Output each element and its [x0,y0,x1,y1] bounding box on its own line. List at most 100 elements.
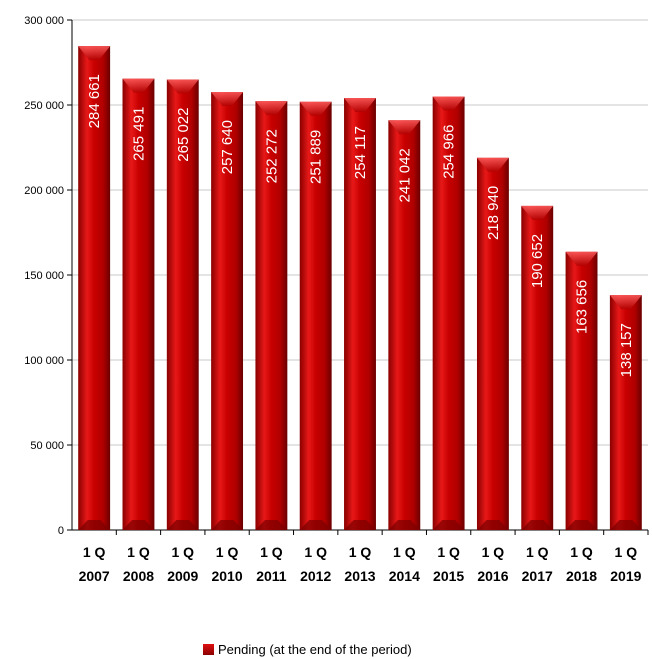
data-label: 251 889 [308,130,325,184]
y-tick-label: 300 000 [24,15,64,27]
bar-base [122,520,155,530]
bar-body [211,92,244,531]
bar [344,98,376,530]
x-tick-label-year: 2007 [79,568,110,584]
x-tick-label-quarter: 1 Q [393,544,416,560]
bar-cap [78,46,111,61]
x-tick-label-year: 2012 [300,568,331,584]
legend-swatch [203,644,214,655]
x-tick-label-year: 2008 [123,568,154,584]
bar-cap [255,101,288,116]
bar-cap [211,92,244,107]
bar-cap [344,98,376,113]
bar-base [565,520,598,530]
bar [255,101,288,530]
data-label: 254 966 [441,125,458,179]
y-tick-label: 200 000 [24,185,64,197]
x-tick-label-quarter: 1 Q [482,544,505,560]
bar-body [388,120,421,530]
x-tick-label-year: 2014 [389,568,420,584]
legend: Pending (at the end of the period) [203,642,412,657]
bar-base [609,520,642,530]
bar-base [388,520,421,530]
bar-body [166,79,199,531]
x-tick-label-quarter: 1 Q [260,544,283,560]
bar-body [122,78,155,531]
x-tick-label-year: 2013 [344,568,375,584]
bar-body [609,295,642,530]
bar-base [255,520,288,530]
x-tick-label-quarter: 1 Q [83,544,106,560]
data-label: 218 940 [485,186,502,240]
data-label: 190 652 [529,234,546,288]
x-tick-label-year: 2009 [167,568,198,584]
x-tick-label-year: 2010 [211,568,242,584]
bar [122,78,155,531]
bar-cap [122,78,155,93]
data-label: 265 491 [130,107,147,161]
legend-label: Pending (at the end of the period) [218,642,412,657]
bar [78,46,111,531]
bar-base [299,520,332,530]
x-tick-label-quarter: 1 Q [570,544,593,560]
x-tick-label-year: 2017 [522,568,553,584]
bar-body [255,101,288,530]
bar-cap [166,79,199,94]
bar [166,79,199,531]
data-label: 265 022 [175,107,192,161]
bar-cap [432,96,465,111]
x-tick-label-year: 2015 [433,568,464,584]
bar [476,157,509,530]
bar-base [78,520,111,530]
data-label: 163 656 [574,280,591,334]
y-tick-label: 50 000 [30,440,64,452]
bar-cap [299,101,332,116]
x-tick-label-quarter: 1 Q [171,544,194,560]
bar-cap [565,251,598,266]
bar-body [521,205,554,530]
bar-cap [388,120,421,135]
bar-body [432,96,465,530]
bar-base [521,520,554,530]
y-tick-label: 150 000 [24,270,64,282]
data-label: 138 157 [618,323,635,377]
bar [609,295,642,530]
x-tick-label-quarter: 1 Q [127,544,150,560]
x-tick-label-quarter: 1 Q [526,544,549,560]
bar-body [476,157,509,530]
y-tick-label: 100 000 [24,355,64,367]
data-label: 284 661 [86,74,103,128]
bar-cap [476,157,509,172]
bar-base [432,520,465,530]
data-label: 254 117 [352,126,369,179]
bar-body [565,251,598,531]
x-tick-label-quarter: 1 Q [437,544,460,560]
bar [521,205,554,530]
bar-body [78,46,111,531]
data-label: 257 640 [219,120,236,174]
x-tick-label-quarter: 1 Q [615,544,638,560]
data-label: 252 272 [263,129,280,183]
bar-chart: 0 50 000 100 000 150 000 200 000 250 000 300 0… [24,15,649,584]
x-tick-label-year: 2018 [566,568,597,584]
data-label: 241 042 [396,148,413,202]
bar-base [166,520,199,530]
bar-cap [609,295,642,310]
y-tick-label: 250 000 [24,100,64,112]
bar [388,120,421,530]
x-tick-label-year: 2019 [610,568,641,584]
bar-body [344,98,376,530]
bar-base [476,520,509,530]
bar-base [211,520,244,530]
bar-cap [521,205,554,220]
x-tick-label-year: 2011 [256,568,287,584]
x-tick-label-quarter: 1 Q [216,544,239,560]
bar [211,92,244,531]
bar [565,251,598,531]
x-tick-label-year: 2016 [477,568,508,584]
bar [299,101,332,530]
x-tick-label-quarter: 1 Q [349,544,372,560]
bar-body [299,101,332,530]
bar [432,96,465,530]
